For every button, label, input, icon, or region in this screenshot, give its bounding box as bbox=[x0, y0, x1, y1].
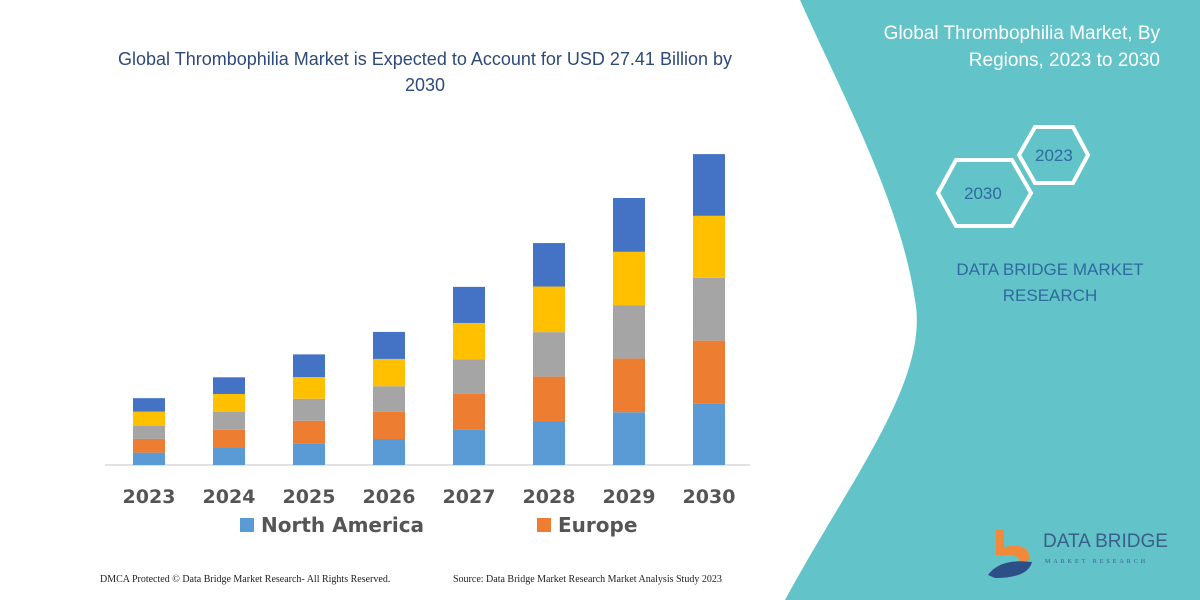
bar-segment-2023-series-4 bbox=[133, 398, 165, 412]
bar-segment-2030-series-4 bbox=[693, 154, 725, 216]
bar-segment-2028-series-3 bbox=[533, 286, 565, 333]
hex-label-2023: 2023 bbox=[1035, 146, 1073, 165]
legend-item-north-america: North America bbox=[240, 513, 424, 537]
bar-segment-2026-series-0 bbox=[373, 439, 405, 465]
bar-segment-2027-series-1 bbox=[453, 393, 485, 430]
bar-segment-2024-series-1 bbox=[213, 429, 245, 448]
bar-segment-2029-series-2 bbox=[613, 305, 645, 359]
hex-label-2030: 2030 bbox=[964, 184, 1002, 203]
bar-segment-2029-series-3 bbox=[613, 251, 645, 306]
legend-swatch bbox=[240, 518, 254, 532]
bar-segment-2025-series-3 bbox=[293, 377, 325, 399]
bar-segment-2023-series-1 bbox=[133, 438, 165, 453]
bar-segment-2025-series-0 bbox=[293, 443, 325, 465]
bar-segment-2026-series-3 bbox=[373, 358, 405, 387]
bar-segment-2027-series-2 bbox=[453, 359, 485, 394]
legend-item-europe: Europe bbox=[537, 513, 637, 537]
bar-segment-2030-series-3 bbox=[693, 215, 725, 278]
logo-icon bbox=[988, 530, 1032, 578]
brand-text: DATA BRIDGE MARKET RESEARCH bbox=[956, 260, 1144, 305]
bar-segment-2030-series-2 bbox=[693, 277, 725, 341]
hex-2023-icon bbox=[1016, 125, 1091, 185]
bar-segment-2028-series-4 bbox=[533, 243, 565, 287]
chart-title: Global Thrombophilia Market is Expected … bbox=[118, 49, 732, 95]
bar-segment-2024-series-0 bbox=[213, 447, 245, 465]
x-tick-label: 2030 bbox=[683, 486, 736, 508]
side-panel-title: Global Thrombophilia Market, By Regions,… bbox=[883, 23, 1160, 71]
source-text: Source: Data Bridge Market Research Mark… bbox=[453, 574, 722, 585]
bar-segment-2028-series-2 bbox=[533, 332, 565, 377]
x-tick-label: 2024 bbox=[203, 486, 256, 508]
legend-label: North America bbox=[261, 513, 425, 537]
bar-segment-2028-series-1 bbox=[533, 376, 565, 421]
bar-segment-2024-series-3 bbox=[213, 393, 245, 413]
bar-segment-2023-series-0 bbox=[133, 452, 165, 465]
bar-segment-2025-series-2 bbox=[293, 398, 325, 421]
bar-segment-2026-series-2 bbox=[373, 386, 405, 412]
legend-swatch bbox=[537, 518, 551, 532]
x-tick-label: 2023 bbox=[123, 486, 176, 508]
bar-segment-2027-series-0 bbox=[453, 429, 485, 465]
bar-segment-2030-series-1 bbox=[693, 340, 725, 404]
logo-text: DATA BRIDGE bbox=[1043, 531, 1168, 552]
logo-subtext: MARKET RESEARCH bbox=[1045, 559, 1149, 565]
bar-segment-2027-series-4 bbox=[453, 286, 485, 323]
bar-segment-2023-series-3 bbox=[133, 411, 165, 426]
x-tick-label: 2025 bbox=[283, 486, 336, 508]
bar-segment-2024-series-2 bbox=[213, 412, 245, 430]
legend-label: Europe bbox=[558, 513, 638, 537]
bar-segment-2027-series-3 bbox=[453, 322, 485, 360]
bar-segment-2024-series-4 bbox=[213, 377, 245, 394]
x-tick-label: 2029 bbox=[603, 486, 656, 508]
hex-2030-icon bbox=[935, 158, 1034, 228]
bar-segment-2029-series-0 bbox=[613, 412, 645, 465]
teal-side-panel bbox=[785, 0, 1200, 600]
bar-segment-2029-series-4 bbox=[613, 198, 645, 252]
copyright-text: DMCA Protected © Data Bridge Market Rese… bbox=[100, 574, 391, 585]
x-tick-label: 2026 bbox=[363, 486, 416, 508]
bar-segment-2025-series-4 bbox=[293, 354, 325, 378]
bar-segment-2026-series-1 bbox=[373, 411, 405, 440]
bar-segment-2026-series-4 bbox=[373, 331, 405, 359]
bar-segment-2028-series-0 bbox=[533, 420, 565, 465]
x-tick-label: 2027 bbox=[443, 486, 496, 508]
bar-segment-2029-series-1 bbox=[613, 358, 645, 413]
bar-segment-2030-series-0 bbox=[693, 403, 725, 465]
stacked-bar-chart: 2023 2024 2025 2026 2027 2028 2029 2030 bbox=[105, 154, 750, 508]
bar-segment-2023-series-2 bbox=[133, 425, 165, 439]
bar-segment-2025-series-1 bbox=[293, 420, 325, 444]
x-tick-label: 2028 bbox=[523, 486, 576, 508]
